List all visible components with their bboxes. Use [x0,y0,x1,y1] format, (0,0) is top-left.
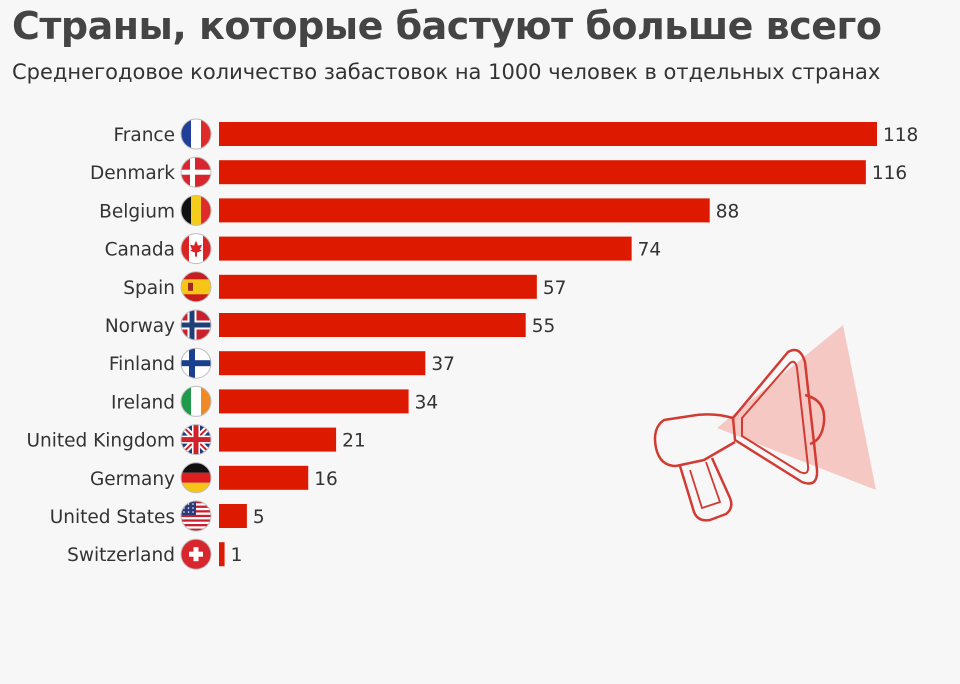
value-label: 21 [342,431,366,452]
bar-row-united-states: United States 5 [50,500,265,532]
spain-flag-icon [180,271,212,303]
megaphone-icon [653,325,876,522]
value-label: 37 [431,354,455,375]
belgium-flag-icon [180,194,212,226]
bar-row-belgium: Belgium 88 [99,194,740,226]
value-label: 16 [314,469,338,490]
bar [219,389,409,414]
value-label: 55 [532,316,556,337]
denmark-flag-icon [180,156,212,188]
chart-title: Страны, которые бастуют больше всего [12,4,882,48]
bar-row-denmark: Denmark 116 [90,156,907,188]
united-kingdom-flag-icon [180,424,212,456]
value-label: 5 [253,507,265,528]
chart-subtitle: Среднегодовое количество забастовок на 1… [12,60,881,84]
category-label: Spain [123,278,175,299]
bar-row-ireland: Ireland 34 [111,385,439,417]
bar [219,427,337,452]
category-label: Belgium [99,201,175,222]
category-label: Finland [109,354,175,375]
value-label: 34 [415,392,439,413]
bar [219,542,225,567]
finland-flag-icon [180,347,212,379]
bar-row-norway: Norway 55 [105,309,556,341]
germany-flag-icon [180,462,212,494]
value-label: 118 [883,125,918,146]
bar-row-france: France 118 [113,118,918,150]
bar [219,313,526,337]
category-label: Denmark [90,163,175,184]
switzerland-flag-icon [180,538,212,570]
france-flag-icon [180,118,212,150]
bar-row-united-kingdom: United Kingdom 21 [27,424,366,456]
category-label: Canada [105,240,175,261]
bar-row-spain: Spain 57 [123,271,567,303]
category-label: United States [50,507,175,528]
bar [219,504,247,528]
category-label: Ireland [111,392,175,413]
value-label: 116 [872,163,907,184]
category-label: France [113,125,175,146]
bar [219,122,877,146]
canada-flag-icon [180,233,212,265]
category-label: United Kingdom [27,431,176,452]
united-states-flag-icon [180,500,212,532]
value-label: 57 [543,278,567,299]
bar-row-canada: Canada 74 [105,233,662,265]
bar [219,160,866,185]
bar [219,465,309,490]
bar-row-switzerland: Switzerland 1 [67,538,243,570]
value-label: 74 [638,240,662,261]
value-label: 88 [716,201,740,222]
bar [219,351,426,376]
value-label: 1 [231,545,243,566]
category-label: Germany [90,469,175,490]
bar [219,274,537,299]
bar [219,236,632,261]
category-label: Switzerland [67,545,175,566]
bar-row-finland: Finland 37 [109,347,455,379]
ireland-flag-icon [180,385,212,417]
norway-flag-icon [180,309,212,341]
bar-row-germany: Germany 16 [90,462,338,494]
bar [219,198,710,223]
category-label: Norway [105,316,175,337]
